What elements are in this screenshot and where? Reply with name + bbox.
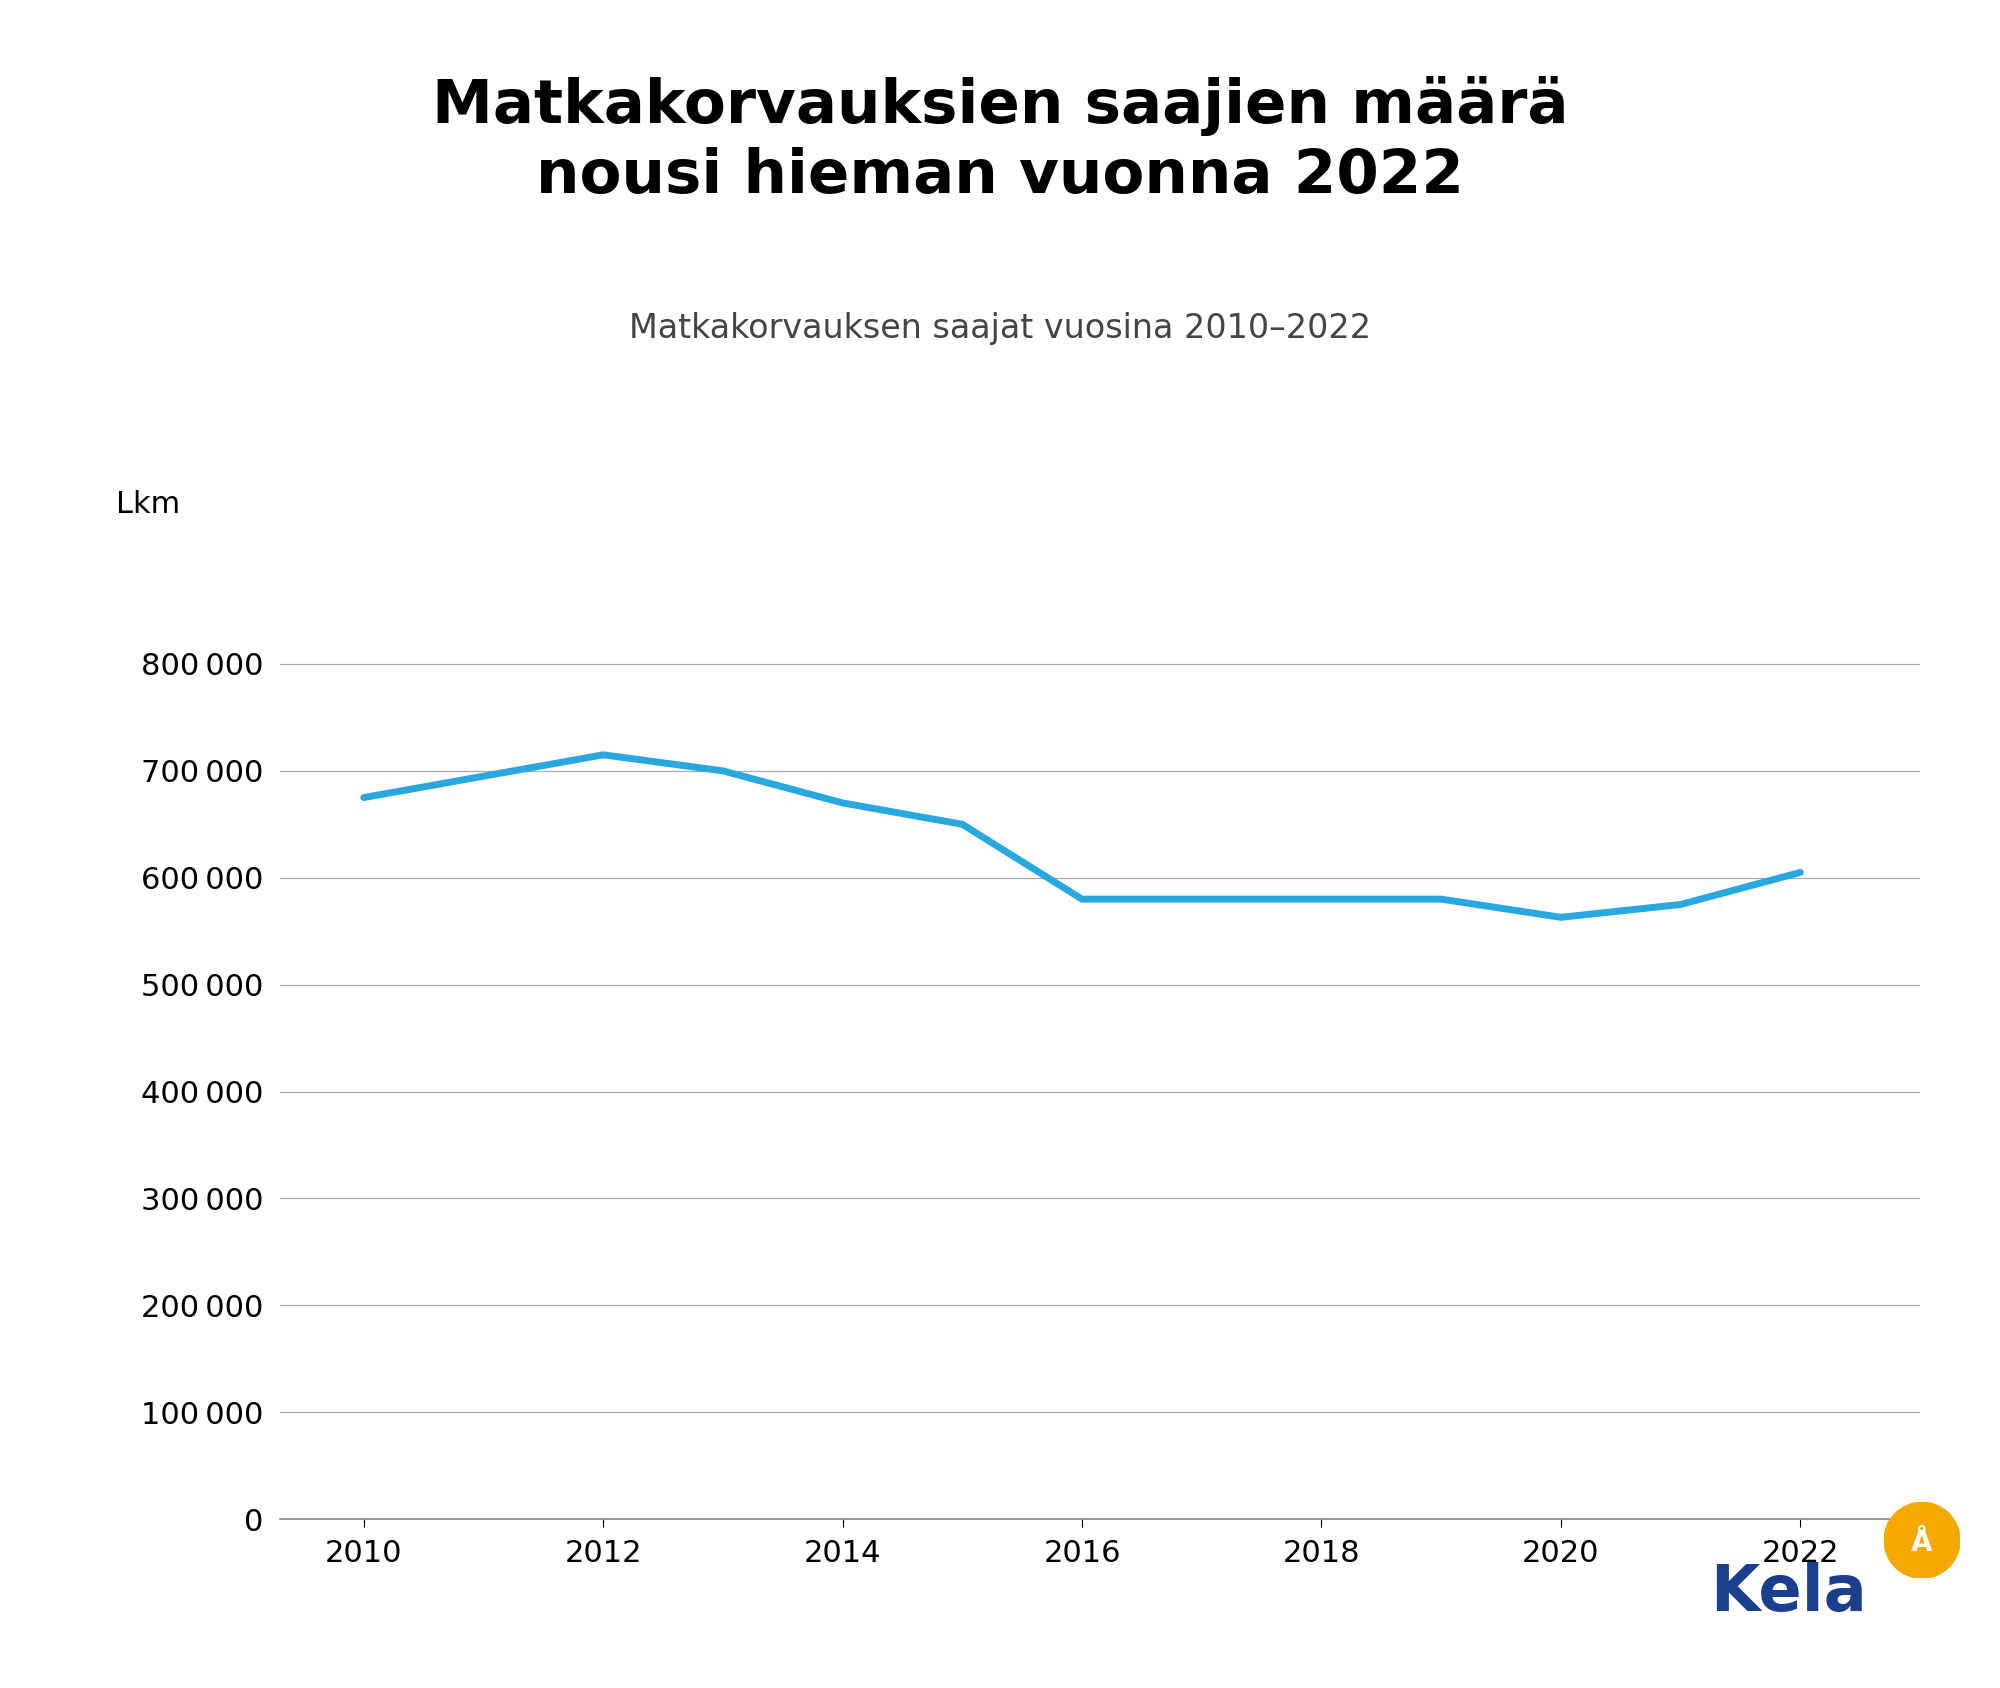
Text: Matkakorvauksien saajien määrä
nousi hieman vuonna 2022: Matkakorvauksien saajien määrä nousi hie… [432,76,1568,206]
Text: Lkm: Lkm [116,490,180,518]
Text: Å: Å [1912,1529,1932,1556]
Text: Matkakorvauksen saajat vuosina 2010–2022: Matkakorvauksen saajat vuosina 2010–2022 [628,312,1372,346]
Text: Kela: Kela [1710,1561,1866,1624]
Circle shape [1884,1502,1960,1578]
